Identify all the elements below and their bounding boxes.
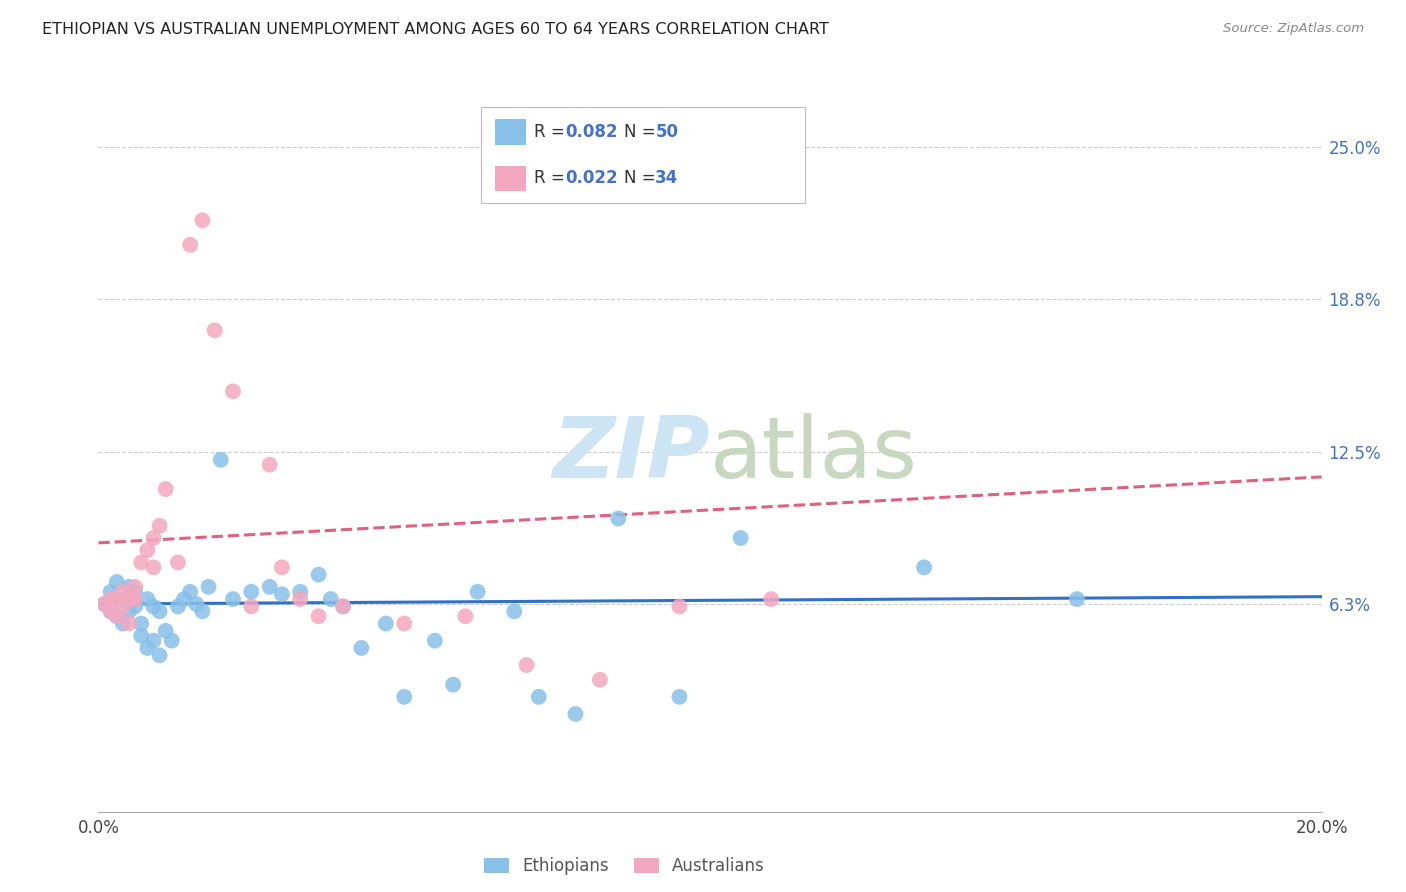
Text: R =: R =	[534, 169, 571, 187]
Point	[668, 599, 690, 614]
Point	[668, 690, 690, 704]
Point	[191, 604, 214, 618]
Point	[186, 597, 208, 611]
Point	[100, 584, 122, 599]
Point	[173, 592, 195, 607]
Point	[105, 574, 128, 589]
Text: 34: 34	[655, 169, 679, 187]
Point	[240, 599, 263, 614]
Point	[142, 599, 165, 614]
Point	[129, 556, 152, 570]
Text: 0.022: 0.022	[565, 169, 617, 187]
Point	[564, 706, 586, 721]
Point	[105, 592, 128, 607]
Text: atlas: atlas	[710, 413, 918, 497]
Point	[111, 584, 134, 599]
Point	[259, 458, 281, 472]
Point	[136, 543, 159, 558]
Point	[441, 678, 464, 692]
Point	[319, 592, 342, 607]
Point	[222, 384, 245, 399]
Point	[179, 584, 201, 599]
Point	[332, 599, 354, 614]
Point	[222, 592, 245, 607]
Point	[118, 616, 141, 631]
Point	[374, 616, 396, 631]
Point	[270, 560, 292, 574]
Point	[124, 592, 146, 607]
Point	[160, 633, 183, 648]
Point	[93, 597, 115, 611]
Point	[118, 592, 141, 607]
Text: N =: N =	[624, 123, 661, 141]
Point	[149, 604, 172, 618]
Point	[111, 616, 134, 631]
Point	[142, 560, 165, 574]
Point	[392, 690, 416, 704]
Point	[118, 604, 141, 618]
Point	[392, 616, 416, 631]
Text: 0.082: 0.082	[565, 123, 617, 141]
Point	[179, 237, 201, 252]
Point	[607, 511, 630, 525]
Point	[136, 640, 159, 655]
Point	[111, 592, 134, 607]
Point	[270, 587, 292, 601]
Point	[423, 633, 446, 648]
Point	[290, 584, 312, 599]
Point	[149, 648, 172, 663]
Point	[332, 599, 354, 614]
Point	[124, 580, 146, 594]
Point	[259, 580, 281, 594]
Point	[308, 567, 330, 582]
Point	[191, 213, 214, 227]
Point	[142, 531, 165, 545]
Point	[503, 604, 526, 618]
Text: N =: N =	[624, 169, 661, 187]
Point	[308, 609, 330, 624]
Text: 50: 50	[655, 123, 678, 141]
Point	[100, 592, 122, 607]
Text: ZIP: ZIP	[553, 413, 710, 497]
Point	[155, 624, 177, 638]
Point	[111, 599, 134, 614]
Point	[142, 633, 165, 648]
Point	[730, 531, 752, 545]
Point	[516, 658, 538, 673]
Point	[912, 560, 935, 574]
Point	[197, 580, 219, 594]
Point	[124, 584, 146, 599]
Point	[149, 518, 172, 533]
Point	[454, 609, 477, 624]
Point	[100, 604, 122, 618]
Point	[105, 609, 128, 624]
Point	[240, 584, 263, 599]
Point	[105, 609, 128, 624]
Point	[167, 556, 190, 570]
Text: ETHIOPIAN VS AUSTRALIAN UNEMPLOYMENT AMONG AGES 60 TO 64 YEARS CORRELATION CHART: ETHIOPIAN VS AUSTRALIAN UNEMPLOYMENT AMO…	[42, 22, 830, 37]
Point	[589, 673, 612, 687]
Point	[167, 599, 190, 614]
Legend: Ethiopians, Australians: Ethiopians, Australians	[477, 851, 772, 882]
Point	[100, 604, 122, 618]
Point	[129, 629, 152, 643]
Point	[759, 592, 782, 607]
Point	[209, 452, 232, 467]
Point	[527, 690, 550, 704]
Point	[1066, 592, 1088, 607]
Text: Source: ZipAtlas.com: Source: ZipAtlas.com	[1223, 22, 1364, 36]
Point	[93, 597, 115, 611]
Point	[155, 482, 177, 496]
Point	[204, 323, 226, 337]
Point	[124, 599, 146, 614]
Point	[290, 592, 312, 607]
Point	[118, 580, 141, 594]
Point	[136, 592, 159, 607]
Point	[350, 640, 373, 655]
Point	[129, 616, 152, 631]
Text: R =: R =	[534, 123, 571, 141]
Point	[467, 584, 489, 599]
